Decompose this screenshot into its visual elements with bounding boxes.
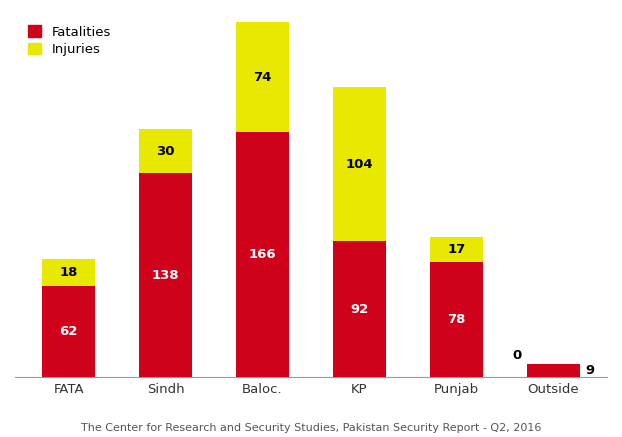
Text: 104: 104 [346, 158, 373, 171]
Bar [139, 129, 192, 173]
Text: 9: 9 [585, 364, 594, 377]
Bar [430, 237, 483, 262]
Text: 92: 92 [350, 303, 369, 316]
Bar [236, 22, 289, 132]
Text: 0: 0 [513, 350, 522, 362]
Text: 166: 166 [249, 248, 276, 261]
Text: 74: 74 [253, 71, 272, 83]
Bar [333, 87, 386, 241]
Text: The Center for Research and Security Studies, Pakistan Security Report - Q2, 201: The Center for Research and Security Stu… [81, 423, 541, 433]
Text: 62: 62 [59, 325, 78, 338]
Text: 18: 18 [59, 266, 78, 279]
Bar [236, 132, 289, 377]
Bar [42, 259, 95, 285]
Bar [430, 262, 483, 377]
Text: 17: 17 [447, 243, 466, 256]
Bar [42, 285, 95, 377]
Bar [333, 241, 386, 377]
Text: 30: 30 [156, 145, 175, 157]
Text: 78: 78 [447, 313, 466, 326]
Text: 138: 138 [152, 269, 179, 282]
Bar [527, 364, 580, 377]
Legend: Fatalities, Injuries: Fatalities, Injuries [27, 25, 111, 56]
Bar [139, 173, 192, 377]
